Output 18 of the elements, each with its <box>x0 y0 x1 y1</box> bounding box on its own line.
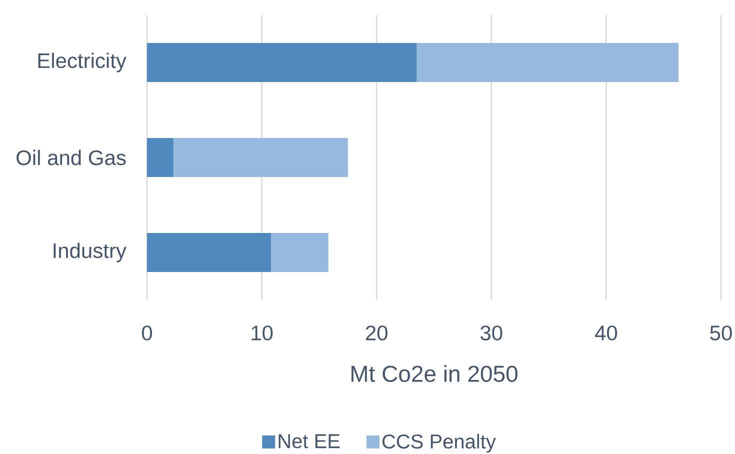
x-tick-label: 40 <box>595 326 618 340</box>
x-tick-label: 10 <box>252 326 273 340</box>
x-tick-label: 30 <box>480 326 502 340</box>
legend-label: CCS Penalty <box>382 434 496 453</box>
bar <box>270 233 328 272</box>
y-tick-label: Industry <box>54 242 126 262</box>
bar <box>147 233 271 272</box>
bar <box>147 43 417 82</box>
bar <box>147 138 174 177</box>
legend-label: Net EE <box>278 434 340 448</box>
x-tick-label: 50 <box>710 326 732 340</box>
y-tick-label: Oil and Gas <box>16 150 126 166</box>
x-tick-label: 20 <box>366 326 388 340</box>
x-axis-title: Mt Co2e in 2050 <box>352 365 518 382</box>
bar <box>416 43 679 82</box>
bar <box>173 138 348 177</box>
y-tick-label: Electricity <box>38 52 126 72</box>
x-tick-label: 0 <box>142 326 152 340</box>
